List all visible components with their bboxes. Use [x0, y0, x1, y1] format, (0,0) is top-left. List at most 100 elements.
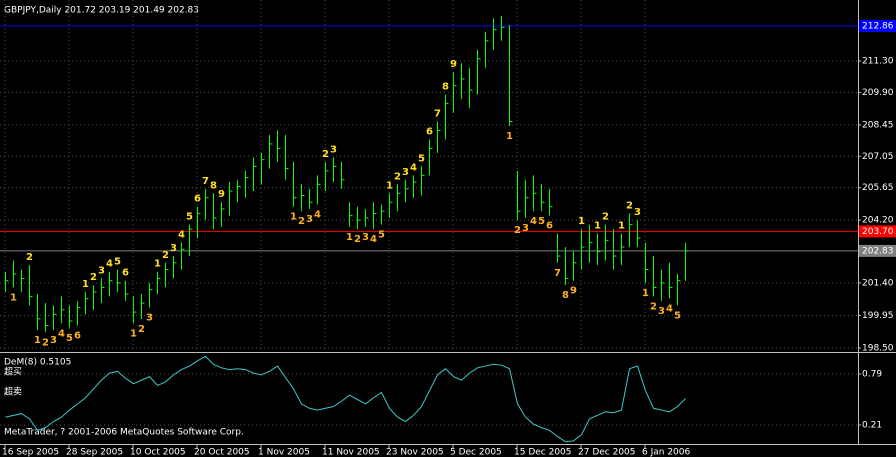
y-tick-label: 211.30	[862, 56, 894, 66]
x-tick-label: 16 Sep 2005	[2, 448, 59, 457]
buy-setup-count: 3	[306, 214, 313, 225]
sell-setup-count: 3	[170, 243, 177, 254]
sell-setup-count: 1	[386, 180, 393, 191]
buy-setup-count: 2	[354, 234, 361, 245]
indicator-title: DeM(8) 0.5105	[4, 358, 71, 368]
x-tick-label: 10 Oct 2005	[130, 448, 186, 457]
buy-setup-count: 6	[546, 221, 553, 232]
buy-setup-count: 1	[290, 212, 297, 223]
y-tick-label: 207.05	[862, 152, 894, 162]
sell-setup-count: 3	[634, 207, 641, 218]
sell-setup-count: 5	[114, 256, 121, 267]
sell-setup-count: 1	[594, 221, 601, 232]
x-tick-label: 1 Nov 2005	[258, 448, 310, 457]
y-tick-label: 0.21	[862, 421, 882, 431]
y-tick-label: 199.95	[862, 311, 894, 321]
buy-setup-count: 5	[538, 216, 545, 227]
x-tick-label: 23 Nov 2005	[386, 448, 444, 457]
buy-setup-count: 4	[666, 304, 673, 315]
sell-setup-count: 8	[442, 82, 449, 93]
sell-setup-count: 1	[154, 259, 161, 270]
indicator-line	[5, 355, 686, 443]
buy-setup-count: 4	[314, 209, 321, 220]
buy-setup-count: 3	[658, 306, 665, 317]
buy-setup-count: 7	[554, 268, 561, 279]
sell-setup-count: 3	[330, 144, 337, 155]
buy-setup-count: 1	[130, 328, 137, 339]
buy-setup-count: 6	[74, 331, 81, 342]
oversold-label: 超卖	[4, 386, 22, 398]
sell-setup-count: 1	[82, 279, 89, 290]
sell-setup-count: 9	[218, 189, 225, 200]
sell-setup-count: 2	[322, 149, 329, 160]
sell-setup-count: 5	[418, 153, 425, 164]
level-label: 212.86	[862, 22, 894, 32]
y-tick-label: 198.50	[862, 343, 894, 353]
y-tick-label: 205.65	[862, 183, 894, 193]
sell-setup-count: 2	[394, 171, 401, 182]
sell-setup-count: 7	[434, 109, 441, 120]
chart-title: GBPJPY,Daily 201.72 203.19 201.49 202.83	[4, 6, 199, 16]
sell-setup-count: 1	[578, 216, 585, 227]
sell-setup-count: 2	[626, 200, 633, 211]
y-tick-label: 0.79	[862, 369, 882, 379]
sell-setup-count: 4	[106, 259, 113, 270]
buy-setup-count: 3	[50, 335, 57, 346]
x-tick-label: 11 Nov 2005	[322, 448, 380, 457]
level-label-box	[859, 20, 896, 33]
buy-setup-count: 4	[370, 234, 377, 245]
sell-setup-count: 4	[410, 162, 417, 173]
buy-setup-count: 2	[138, 324, 145, 335]
buy-setup-count: 3	[146, 313, 153, 324]
buy-setup-count: 8	[562, 290, 569, 301]
buy-setup-count: 1	[642, 288, 649, 299]
buy-setup-count: 1	[506, 131, 513, 142]
y-tick-label: 208.45	[862, 120, 894, 130]
buy-setup-count: 2	[42, 337, 49, 348]
buy-setup-count: 5	[378, 230, 385, 241]
sell-setup-count: 2	[602, 212, 609, 223]
sell-setup-count: 7	[202, 176, 209, 187]
x-tick-label: 5 Dec 2005	[450, 448, 502, 457]
sell-setup-count: 6	[194, 194, 201, 205]
y-tick-label: 201.40	[862, 278, 894, 288]
buy-setup-count: 5	[66, 333, 73, 344]
level-label: 203.70	[862, 227, 894, 237]
x-tick-label: 15 Dec 2005	[514, 448, 572, 457]
level-label-box	[859, 225, 896, 238]
x-tick-label: 6 Jan 2006	[642, 448, 690, 457]
x-tick-label: 27 Dec 2005	[578, 448, 636, 457]
watermark: MetaTrader, ? 2001-2006 MetaQuotes Softw…	[4, 428, 244, 438]
sell-setup-count: 2	[90, 272, 97, 283]
sell-setup-count: 8	[210, 180, 217, 191]
level-label-box	[859, 244, 896, 257]
level-label: 202.83	[862, 246, 894, 256]
buy-setup-count: 1	[346, 232, 353, 243]
x-tick-label: 28 Sep 2005	[66, 448, 123, 457]
buy-setup-count: 4	[58, 328, 65, 339]
buy-setup-count: 2	[514, 225, 521, 236]
buy-setup-count: 5	[674, 310, 681, 321]
buy-setup-count: 9	[570, 286, 577, 297]
sell-setup-count: 6	[426, 126, 433, 137]
sell-setup-count: 5	[186, 212, 193, 223]
buy-setup-count: 1	[10, 292, 17, 303]
sell-setup-count: 1	[618, 221, 625, 232]
sell-setup-count: 2	[26, 252, 33, 263]
buy-setup-count: 1	[34, 335, 41, 346]
y-tick-label: 204.20	[862, 216, 894, 226]
sell-setup-count: 3	[402, 167, 409, 178]
buy-setup-count: 3	[522, 223, 529, 234]
buy-setup-count: 3	[362, 232, 369, 243]
overbought-label: 超买	[4, 366, 22, 378]
buy-setup-count: 4	[530, 216, 537, 227]
buy-setup-count: 2	[298, 216, 305, 227]
sell-setup-count: 2	[162, 250, 169, 261]
sell-setup-count: 4	[178, 230, 185, 241]
sell-setup-count: 3	[98, 265, 105, 276]
y-tick-label: 209.90	[862, 88, 894, 98]
sell-setup-count: 9	[450, 59, 457, 70]
sell-setup-count: 6	[122, 268, 129, 279]
